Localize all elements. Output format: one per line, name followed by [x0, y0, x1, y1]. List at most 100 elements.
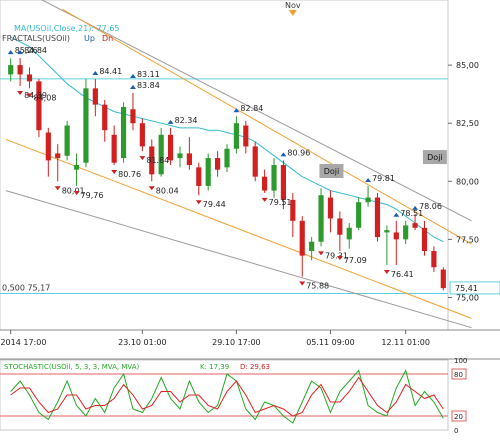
- fractal-down-icon: [318, 251, 325, 256]
- candle-body: [167, 134, 174, 161]
- candle-body: [196, 167, 202, 186]
- candle-body: [393, 232, 399, 240]
- price-panel-frame: [0, 0, 449, 331]
- fractal-down-icon: [299, 281, 306, 286]
- candle-body: [299, 220, 305, 256]
- candle-body: [290, 199, 296, 221]
- candle-body: [83, 88, 89, 163]
- fractal-up-label: 84.41: [99, 67, 122, 76]
- candle-body: [280, 165, 287, 200]
- month-marker-label: Nov: [285, 1, 301, 10]
- stochastic-tick-label: 100: [454, 357, 467, 365]
- candle-body: [102, 104, 108, 131]
- stochastic-legend-label: STOCHASTIC(USOil, 5, 3, 3, MVA, MVA): [4, 363, 139, 371]
- fractal-up-icon: [412, 205, 419, 210]
- fractal-down-label: 79.44: [203, 200, 226, 209]
- candle-body: [186, 153, 192, 166]
- fractal-down-label: 79.31: [325, 251, 348, 260]
- fractal-down-icon: [54, 186, 61, 191]
- fractal-down-label: 80,01: [62, 186, 85, 195]
- fractal-down-icon: [17, 91, 24, 96]
- candle-body: [130, 109, 136, 124]
- fractal-up-icon: [233, 108, 240, 113]
- candle-body: [327, 197, 334, 219]
- fractal-up-label: 84,84: [24, 46, 47, 55]
- candle-body: [139, 123, 145, 147]
- fractal-down-icon: [195, 200, 202, 205]
- time-axis: 09.10.2014 17:00 23.10 01:00 29.10 17:00 05…: [0, 330, 430, 347]
- fractal-down-icon: [261, 197, 268, 202]
- candle-body: [262, 176, 268, 191]
- price-tick-label: 77,50: [456, 235, 479, 244]
- fractal-down-label: 79,76: [81, 191, 104, 200]
- fractal-down-icon: [336, 256, 343, 260]
- fractal-up-icon: [167, 119, 174, 124]
- channel-line: [5, 190, 472, 329]
- fractal-down-label: 84,08: [34, 93, 57, 102]
- current-price-badge: [449, 281, 500, 295]
- stochastic-tick-label: 0: [454, 427, 458, 435]
- price-tick-label: 75,00: [456, 293, 479, 302]
- time-tick-label: 09.10.2014 17:00: [0, 338, 46, 347]
- candle-body: [233, 123, 239, 149]
- candle-body: [73, 165, 80, 170]
- fractal-up-icon: [129, 85, 136, 89]
- candle-body: [374, 197, 381, 238]
- fractal-up-icon: [365, 177, 372, 182]
- fractal-down-icon: [148, 186, 155, 191]
- current-price-label: 75,41: [455, 284, 478, 293]
- candle-body: [26, 74, 33, 82]
- fractal-up-label: 80.96: [287, 148, 310, 157]
- fractal-up-icon: [129, 74, 136, 78]
- price-candles: [8, 58, 446, 291]
- price-tick-label: 82,50: [456, 119, 479, 128]
- doji-annotation-box: [422, 150, 447, 165]
- fractal-up-label: 78.51: [400, 209, 423, 218]
- fractal-up-icon: [17, 50, 24, 55]
- candle-body: [224, 148, 230, 168]
- channel-line: [62, 8, 472, 245]
- candle-body: [215, 158, 221, 170]
- trend-lines: 0,500 75,17: [0, 0, 472, 329]
- stochastic-level-badge: [451, 410, 467, 422]
- fractal-down-icon: [383, 269, 390, 274]
- candle-body: [365, 197, 371, 203]
- candle-body: [384, 230, 390, 233]
- fractal-up-label: 79.81: [372, 174, 395, 183]
- candle-body: [36, 81, 42, 131]
- fractal-down-label: 80.76: [118, 170, 141, 179]
- fractal-up-label: 83.11: [137, 70, 160, 79]
- candle-body: [346, 227, 352, 240]
- fractal-up-label: 82.34: [175, 116, 198, 125]
- horizontal-level-label: 0,500 75,17: [2, 284, 50, 293]
- fractal-up-icon: [7, 50, 14, 55]
- price-tick-label: 80,00: [456, 177, 479, 186]
- fractals-up-legend: Up: [84, 34, 95, 43]
- fractal-down-icon: [26, 93, 33, 98]
- candle-body: [8, 65, 14, 75]
- time-tick-label: 23.10 01:00: [118, 338, 167, 347]
- stochastic-panel: 100 80 20 0: [0, 357, 500, 435]
- fractal-down-label: 81.84: [146, 156, 169, 165]
- price-grid: Nov: [0, 0, 500, 331]
- candle-body: [205, 158, 211, 186]
- candle-body: [111, 134, 117, 163]
- stochastic-d-label: D: 29,63: [240, 363, 270, 371]
- candle-body: [64, 125, 70, 156]
- fractal-up-icon: [393, 212, 400, 217]
- candle-body: [271, 165, 277, 191]
- candle-body: [177, 153, 183, 159]
- stochastic-k-line: [10, 369, 444, 424]
- fractal-up-label: 83.84: [137, 81, 160, 90]
- ma-legend-label: MA(USOil,Close,21): 77,65: [14, 24, 120, 33]
- pattern-annotations: Doji Doji: [319, 150, 447, 178]
- candle-body: [92, 88, 98, 105]
- stochastic-k-label: K: 17,39: [200, 363, 229, 371]
- fractal-down-label: 79.51: [269, 198, 292, 207]
- candle-body: [309, 241, 315, 251]
- price-tick-label: 85,00: [456, 61, 479, 70]
- candle-body: [412, 223, 418, 228]
- fractal-up-label: 85,26: [15, 46, 38, 55]
